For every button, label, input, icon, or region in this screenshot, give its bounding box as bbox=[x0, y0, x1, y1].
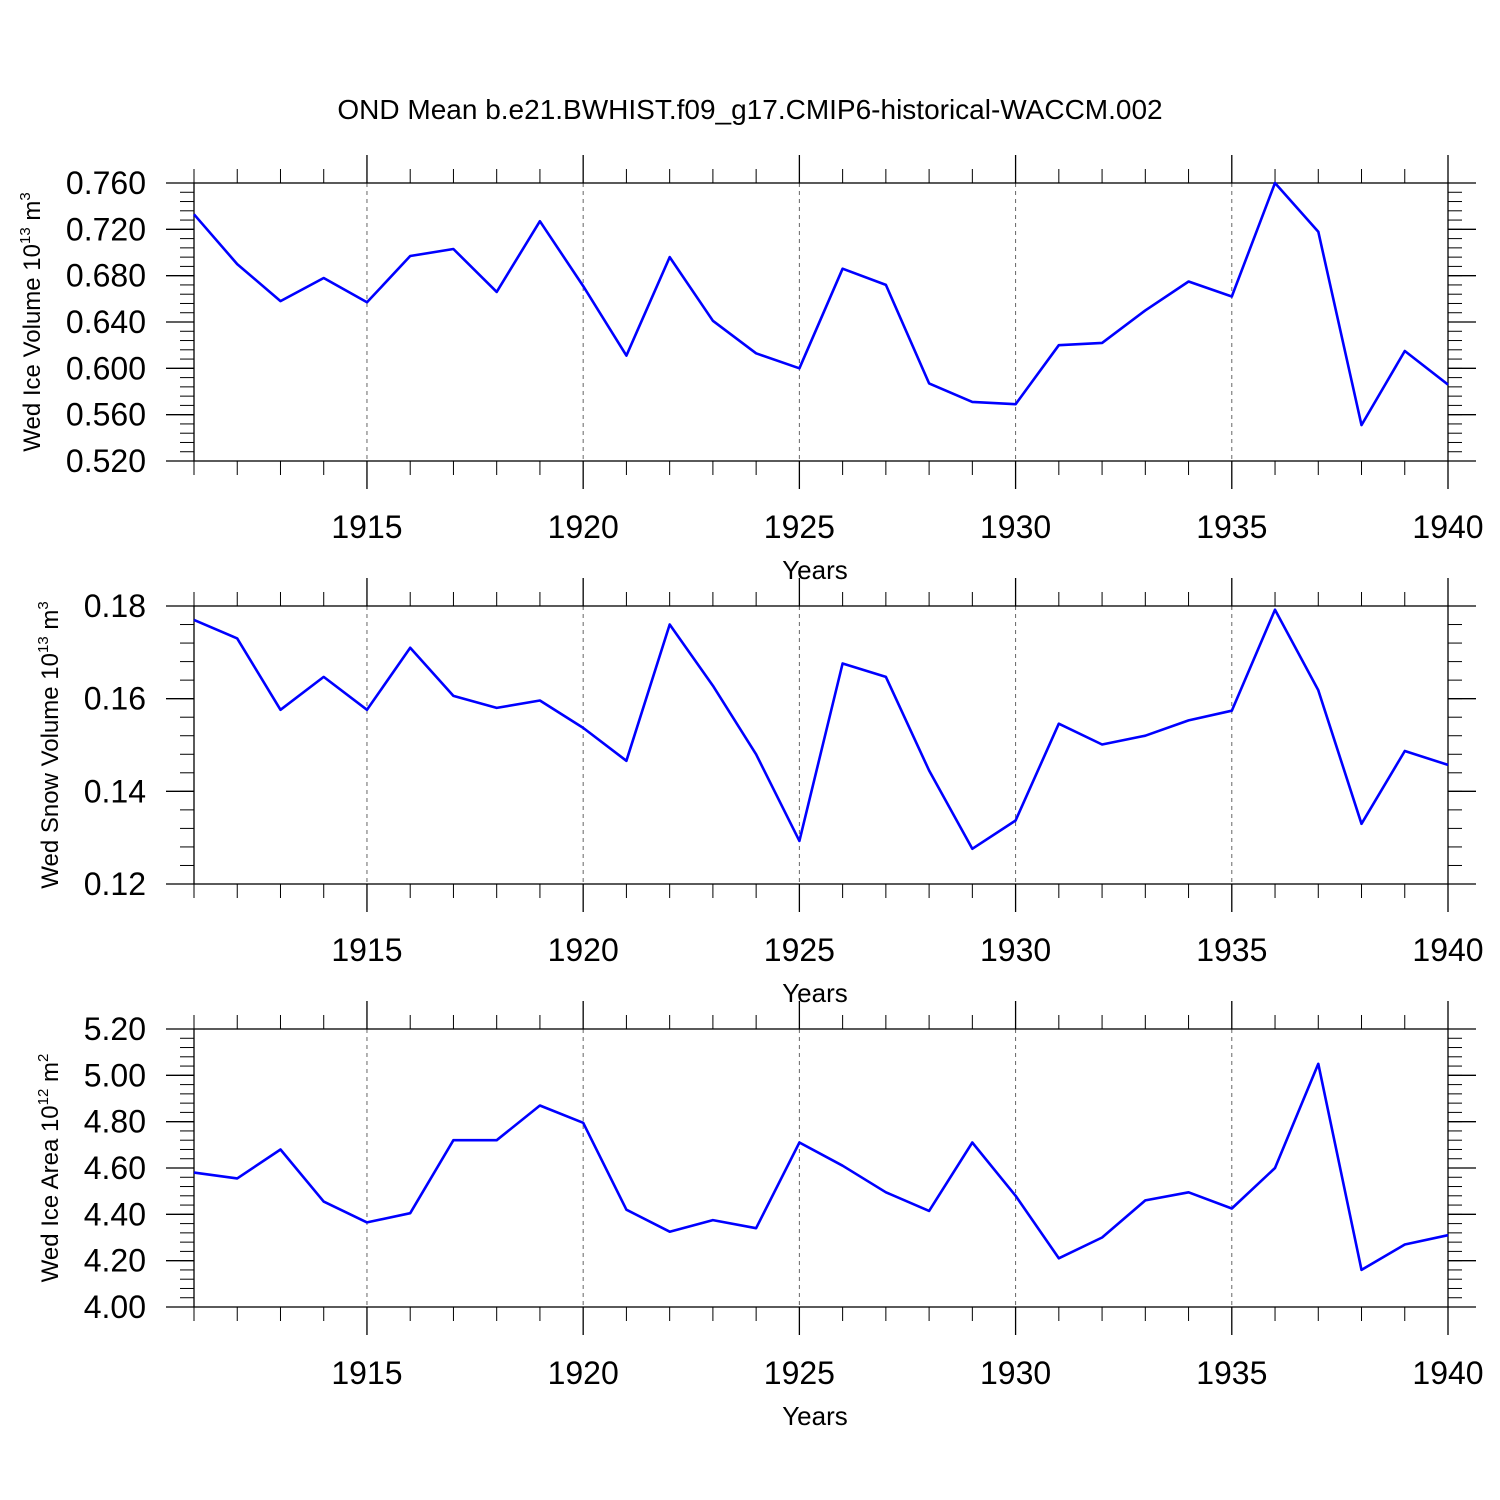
x-axis-label: Years bbox=[782, 978, 848, 1008]
x-tick-label: 1915 bbox=[331, 1355, 402, 1391]
panel-2: 1915 1920 1925 1930 1935 1940 Years 0.12 0.14 0.1… bbox=[35, 578, 1484, 1008]
y-tick-label: 0.520 bbox=[66, 443, 146, 479]
y-tick-label: 5.20 bbox=[84, 1011, 146, 1047]
series-line bbox=[193, 608, 1449, 851]
panel-3: 1915 1920 1925 1930 1935 1940 Years 4.00 4.20 4.4… bbox=[35, 1001, 1484, 1431]
series-line bbox=[193, 181, 1449, 427]
x-tick-label: 1930 bbox=[980, 932, 1051, 968]
x-tick-label: 1920 bbox=[548, 932, 619, 968]
y-tick-label: 0.12 bbox=[84, 866, 146, 902]
x-axis-label: Years bbox=[782, 1401, 848, 1431]
y-tick-label: 4.40 bbox=[84, 1196, 146, 1232]
x-tick-label: 1940 bbox=[1412, 509, 1483, 545]
x-tick-label: 1930 bbox=[980, 509, 1051, 545]
x-tick-label: 1940 bbox=[1412, 1355, 1483, 1391]
plot-frame bbox=[193, 1028, 1449, 1308]
x-tick-label: 1915 bbox=[331, 932, 402, 968]
x-tick-label: 1920 bbox=[548, 509, 619, 545]
x-tick-label: 1940 bbox=[1412, 932, 1483, 968]
x-axis-label: Years bbox=[782, 555, 848, 585]
x-tick-label: 1925 bbox=[764, 1355, 835, 1391]
x-tick-label: 1925 bbox=[764, 509, 835, 545]
y-tick-label: 0.18 bbox=[84, 588, 146, 624]
x-tick-label: 1935 bbox=[1196, 509, 1267, 545]
y-tick-label: 0.14 bbox=[84, 773, 146, 809]
y-axis-label: Wed Ice Area 1012 m2 bbox=[35, 1054, 64, 1283]
y-tick-label: 0.560 bbox=[66, 397, 146, 433]
y-tick-label: 4.60 bbox=[84, 1150, 146, 1186]
y-axis-label: Wed Snow Volume 1013 m3 bbox=[35, 601, 64, 888]
x-tick-label: 1925 bbox=[764, 932, 835, 968]
y-tick-label: 0.16 bbox=[84, 681, 146, 717]
y-tick-label: 5.00 bbox=[84, 1057, 146, 1093]
y-tick-label: 4.00 bbox=[84, 1289, 146, 1325]
series-line bbox=[193, 1062, 1449, 1272]
y-tick-label: 0.640 bbox=[66, 304, 146, 340]
x-tick-label: 1915 bbox=[331, 509, 402, 545]
figure-title: OND Mean b.e21.BWHIST.f09_g17.CMIP6-hist… bbox=[337, 94, 1162, 125]
y-tick-label: 0.600 bbox=[66, 350, 146, 386]
x-tick-label: 1920 bbox=[548, 1355, 619, 1391]
y-tick-label: 0.720 bbox=[66, 211, 146, 247]
panel-1: 1915 1920 1925 1930 1935 1940 Years 0.520 0.560 0… bbox=[17, 155, 1484, 585]
y-tick-label: 0.680 bbox=[66, 258, 146, 294]
x-tick-label: 1935 bbox=[1196, 1355, 1267, 1391]
y-axis-label: Wed Ice Volume 1013 m3 bbox=[17, 192, 46, 451]
y-tick-label: 0.760 bbox=[66, 165, 146, 201]
y-tick-label: 4.80 bbox=[84, 1104, 146, 1140]
x-tick-label: 1930 bbox=[980, 1355, 1051, 1391]
y-tick-label: 4.20 bbox=[84, 1243, 146, 1279]
x-tick-label: 1935 bbox=[1196, 932, 1267, 968]
plot-frame bbox=[193, 605, 1449, 885]
